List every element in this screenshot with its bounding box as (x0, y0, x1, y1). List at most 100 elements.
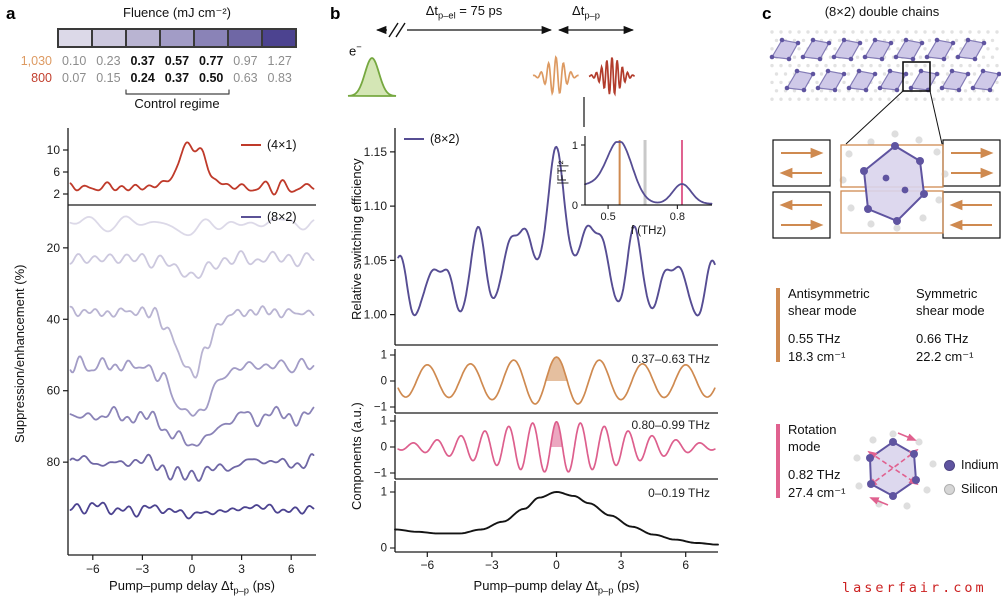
si-lattice-atom (846, 72, 851, 76)
si-lattice-atom (941, 80, 945, 85)
curve-8x2-fluence-0.23 (69, 250, 315, 279)
si-lattice-atom (900, 38, 905, 43)
panel-b-label: b (330, 4, 341, 23)
rotation-arrow (867, 450, 919, 486)
si-lattice-atom (963, 89, 968, 93)
indium-atom (934, 71, 940, 77)
si-lattice-atom (788, 63, 792, 68)
b-xlabel-sub: p–p (597, 585, 614, 596)
electron-label: e− (349, 42, 362, 58)
indium-atom (841, 71, 847, 77)
si-lattice-atom (923, 97, 927, 101)
indium-atom (934, 37, 940, 43)
indium-atom (831, 54, 837, 60)
si-lattice-atom (878, 80, 882, 85)
si-lattice-atom (959, 30, 963, 34)
indium-atom (800, 54, 806, 60)
curve-component-slow (394, 491, 719, 546)
si-lattice-atom (792, 89, 797, 93)
indium-atom (894, 87, 900, 93)
si-lattice-atom (779, 30, 783, 34)
si-lattice-atom (932, 30, 936, 34)
a-xtick-label: 3 (238, 562, 245, 576)
indium-hexagon-rotation (868, 440, 918, 498)
si-lattice-atom (860, 47, 864, 51)
timing-diagram (347, 22, 636, 127)
fluence-value: 0.50 (199, 71, 224, 85)
si-lattice-atom (954, 38, 959, 43)
si-lattice-atom (977, 63, 981, 68)
legend-line-4x1 (241, 144, 261, 146)
si-lattice-atom (945, 72, 950, 76)
si-lattice-atom (788, 97, 792, 101)
si-lattice-atom (770, 47, 774, 51)
indium-atom (970, 85, 976, 91)
legend-item-indium: Indium (944, 458, 999, 472)
rotation-mode-freq: 0.82 THz (788, 467, 841, 482)
indium-atom (893, 54, 899, 60)
si-lattice-atom (950, 30, 954, 34)
indium-atom (956, 87, 962, 93)
si-lattice-atom (986, 47, 990, 51)
indium-atom (903, 37, 909, 43)
si-lattice-atom (869, 97, 873, 101)
si-lattice-atom (851, 63, 855, 68)
delay-p-el-post: = 75 ps (455, 3, 503, 18)
si-lattice-atom (914, 97, 918, 101)
si-lattice-atom (815, 97, 819, 101)
indium-atom (877, 85, 883, 91)
si-lattice-atom (945, 55, 950, 59)
unit-cell-outline (902, 61, 931, 92)
antisymmetric-mode-freq: 0.55 THz (788, 331, 841, 346)
si-lattice-atom (819, 72, 824, 76)
si-lattice-atom (824, 30, 828, 34)
panel-c-graphics (769, 30, 1001, 510)
inset-xlabel: f (THz) (631, 225, 666, 237)
si-lattice-atom (824, 63, 828, 68)
indium-atom (795, 40, 801, 46)
si-lattice-atom (932, 97, 936, 101)
pump-pulse-1030nm (532, 55, 579, 97)
curve-8x2-fluence-0.77 (69, 405, 315, 447)
electron-label-base: e (349, 43, 357, 59)
si-lattice-atom (815, 63, 819, 68)
si-lattice-atom (801, 38, 806, 43)
si-lattice-atom (905, 80, 909, 85)
curve-8x2-fluence-0.97 (69, 453, 315, 482)
a-xlabel: Pump–pump delay Δtp–p (ps) (68, 578, 316, 596)
si-lattice-atom (923, 30, 927, 34)
fluence-value: 0.37 (130, 54, 155, 68)
panel-c-title: (8×2) double chains (824, 4, 940, 19)
a-bottom-ytick-label: 20 (47, 241, 61, 255)
si-lattice-atom (788, 30, 792, 34)
rotation-mode-name-2: mode (788, 439, 821, 454)
indium-atom (939, 85, 945, 91)
si-lattice-atom (855, 38, 860, 43)
curve-b-switching-efficiency (397, 145, 716, 317)
si-lattice-atom (851, 97, 855, 101)
indium-atom (786, 56, 792, 62)
symmetric-mode-freq: 0.66 THz (916, 331, 969, 346)
indium-atom (887, 68, 893, 74)
a-xtick-label: −3 (136, 562, 150, 576)
a-top-ytick-label: 10 (47, 143, 61, 157)
colorbar-cell-1 (93, 30, 127, 46)
inset-xtick-label: 0.8 (670, 211, 685, 223)
control-regime-label: Control regime (134, 96, 220, 111)
delay-p-p-label: Δtp–p (551, 3, 621, 21)
si-lattice-atom (887, 97, 891, 101)
si-lattice-atom (932, 63, 936, 68)
b-xtick-label: −6 (420, 558, 434, 572)
comp2-ytick-label: 1 (381, 416, 387, 428)
rotation-arrow (869, 497, 889, 506)
fluence-colorbar (57, 28, 297, 48)
fill-component-rotation (550, 421, 563, 448)
rotation-mode-diagram (853, 430, 937, 510)
fluence-value: 0.63 (233, 71, 258, 85)
indium-cluster (957, 39, 985, 60)
indium-atom (856, 68, 862, 74)
b-ylabel: Relative switching efficiency (349, 158, 364, 320)
inset-ytick-label: 1 (572, 140, 578, 152)
si-lattice-atom (891, 38, 896, 43)
